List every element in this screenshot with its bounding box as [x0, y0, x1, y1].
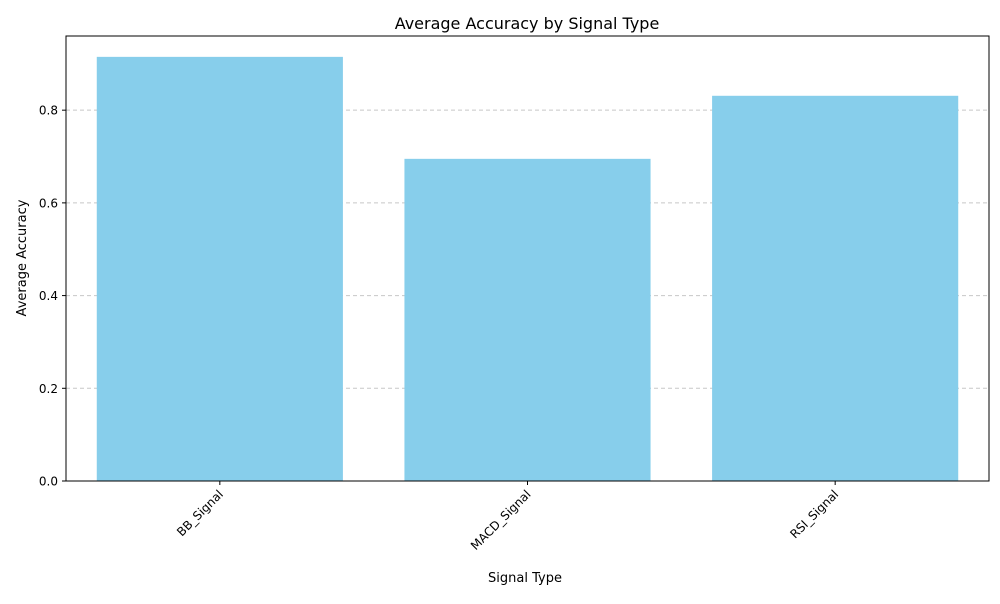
- y-tick-label: 0.0: [39, 475, 58, 489]
- x-tick-label: RSI_Signal: [787, 487, 841, 541]
- y-axis-ticks: 0.0 0.2 0.4 0.6 0.8: [39, 104, 66, 489]
- x-axis-label: Signal Type: [488, 571, 562, 586]
- chart-title: Average Accuracy by Signal Type: [395, 14, 660, 33]
- x-axis-ticks: BB_Signal MACD_Signal RSI_Signal: [174, 481, 841, 553]
- x-tick-label: MACD_Signal: [468, 487, 534, 553]
- x-tick-label: BB_Signal: [174, 487, 226, 539]
- y-tick-label: 0.2: [39, 382, 58, 396]
- y-axis-label: Average Accuracy: [15, 199, 30, 316]
- bar-layer: [96, 56, 959, 481]
- y-tick-label: 0.8: [39, 104, 58, 118]
- bar-rsi-signal: [712, 95, 959, 481]
- bar-bb-signal: [96, 56, 343, 481]
- y-tick-label: 0.6: [39, 196, 58, 210]
- bar-macd-signal: [404, 158, 651, 481]
- y-tick-label: 0.4: [39, 289, 58, 303]
